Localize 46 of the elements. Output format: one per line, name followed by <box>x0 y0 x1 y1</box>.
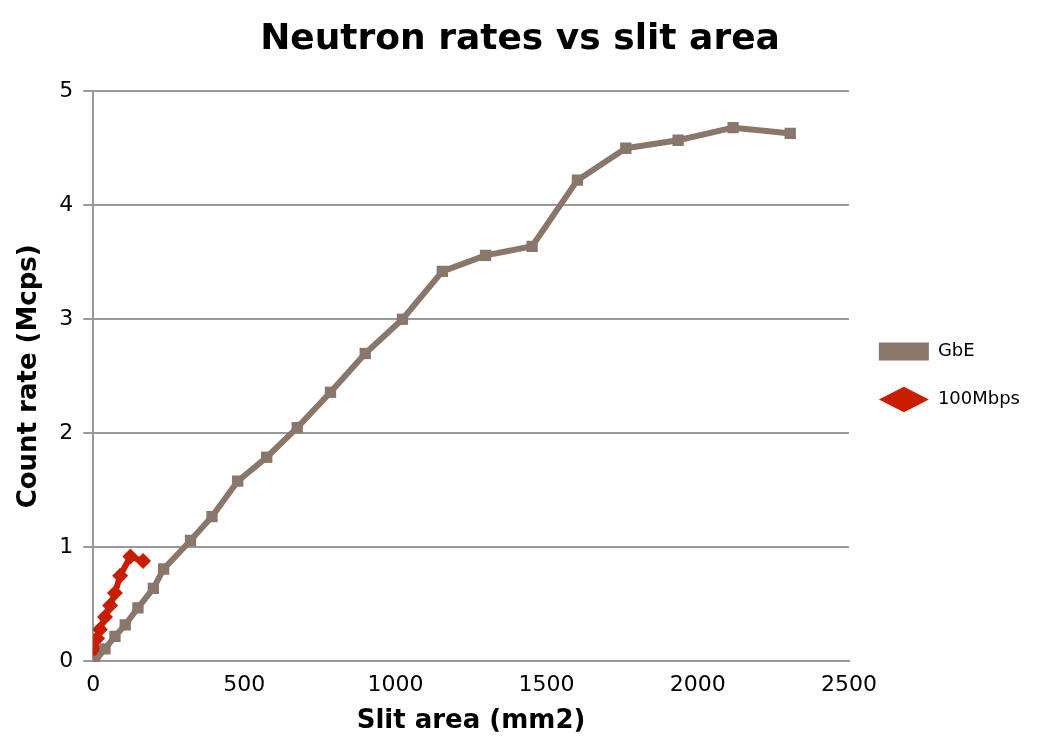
point <box>112 567 129 584</box>
point <box>232 475 244 487</box>
point <box>526 240 538 252</box>
point <box>102 597 119 614</box>
point <box>359 347 371 360</box>
point <box>784 127 796 140</box>
x-tick-label: 1000 <box>367 671 424 697</box>
point <box>672 134 684 146</box>
point <box>132 602 144 614</box>
y-tick-label: 0 <box>59 647 74 673</box>
point <box>147 582 160 595</box>
point <box>99 643 111 655</box>
chart-title: Neutron rates vs slit area <box>260 15 780 57</box>
legend-label: GbE <box>937 339 975 361</box>
point <box>122 548 139 565</box>
point <box>479 249 492 262</box>
x-tick-label: 2000 <box>669 671 726 697</box>
point <box>324 386 337 398</box>
x-tick-label: 2500 <box>820 671 877 697</box>
point <box>261 451 273 463</box>
point <box>157 563 170 575</box>
x-axis-title: Slit area (mm2) <box>356 704 586 735</box>
y-tick-label: 1 <box>59 533 74 559</box>
point <box>106 584 123 601</box>
point <box>96 608 113 625</box>
point <box>109 630 121 642</box>
point <box>119 619 131 631</box>
point <box>135 553 152 570</box>
point <box>727 122 739 134</box>
point <box>620 142 632 154</box>
x-tick-label: 0 <box>86 671 101 697</box>
point <box>396 313 409 325</box>
point <box>291 421 303 434</box>
legend-label: 100Mbps <box>937 387 1021 409</box>
point <box>571 174 584 186</box>
y-tick-label: 2 <box>59 419 74 445</box>
point <box>93 621 108 638</box>
point <box>184 534 197 547</box>
point <box>206 510 218 523</box>
x-tick-label: 500 <box>223 671 266 697</box>
x-tick-label: 1500 <box>518 671 575 697</box>
y-axis-title: Count rate (Mcps) <box>12 244 43 509</box>
y-tick-label: 4 <box>59 190 74 216</box>
y-tick-label: 5 <box>59 76 74 102</box>
y-tick-label: 3 <box>59 305 74 330</box>
point <box>436 265 448 278</box>
